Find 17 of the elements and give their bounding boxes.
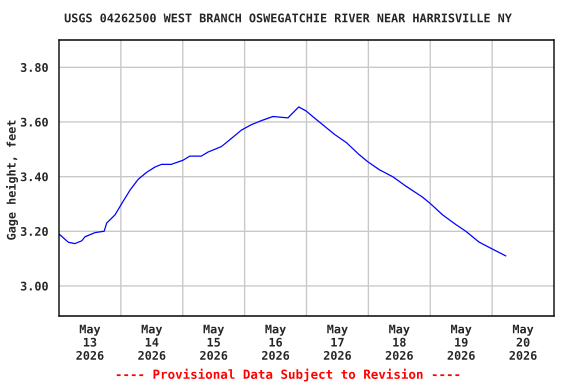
x-tick-label: May 20 2026 [510,324,537,360]
y-axis-title: Gage height, feet [6,120,18,240]
x-tick-label: May 19 2026 [448,324,475,360]
text: ---- Provisional Data Subject to Revision ---- [116,368,460,382]
chart-title: USGS 04262500 WEST BRANCH OSWEGATCHIE RIVER NEAR HARRISVILLE NY [64,13,512,22]
x-tick-label: May 17 2026 [324,324,352,360]
y-tick-label: 3.60 [20,118,48,127]
x-tick-label: May 14 2026 [138,324,166,360]
x-tick-label: May 18 2026 [386,324,413,360]
x-tick-label: May 13 2026 [76,324,104,360]
y-tick-label: 3.80 [20,63,48,72]
y-tick-label: 3.00 [20,282,48,291]
x-tick-label: May 15 2026 [200,324,228,360]
x-tick-label: May 16 2026 [262,324,290,360]
y-tick-label: 3.40 [20,172,48,182]
y-tick-label: 3.20 [20,227,48,236]
line-series [59,106,506,257]
